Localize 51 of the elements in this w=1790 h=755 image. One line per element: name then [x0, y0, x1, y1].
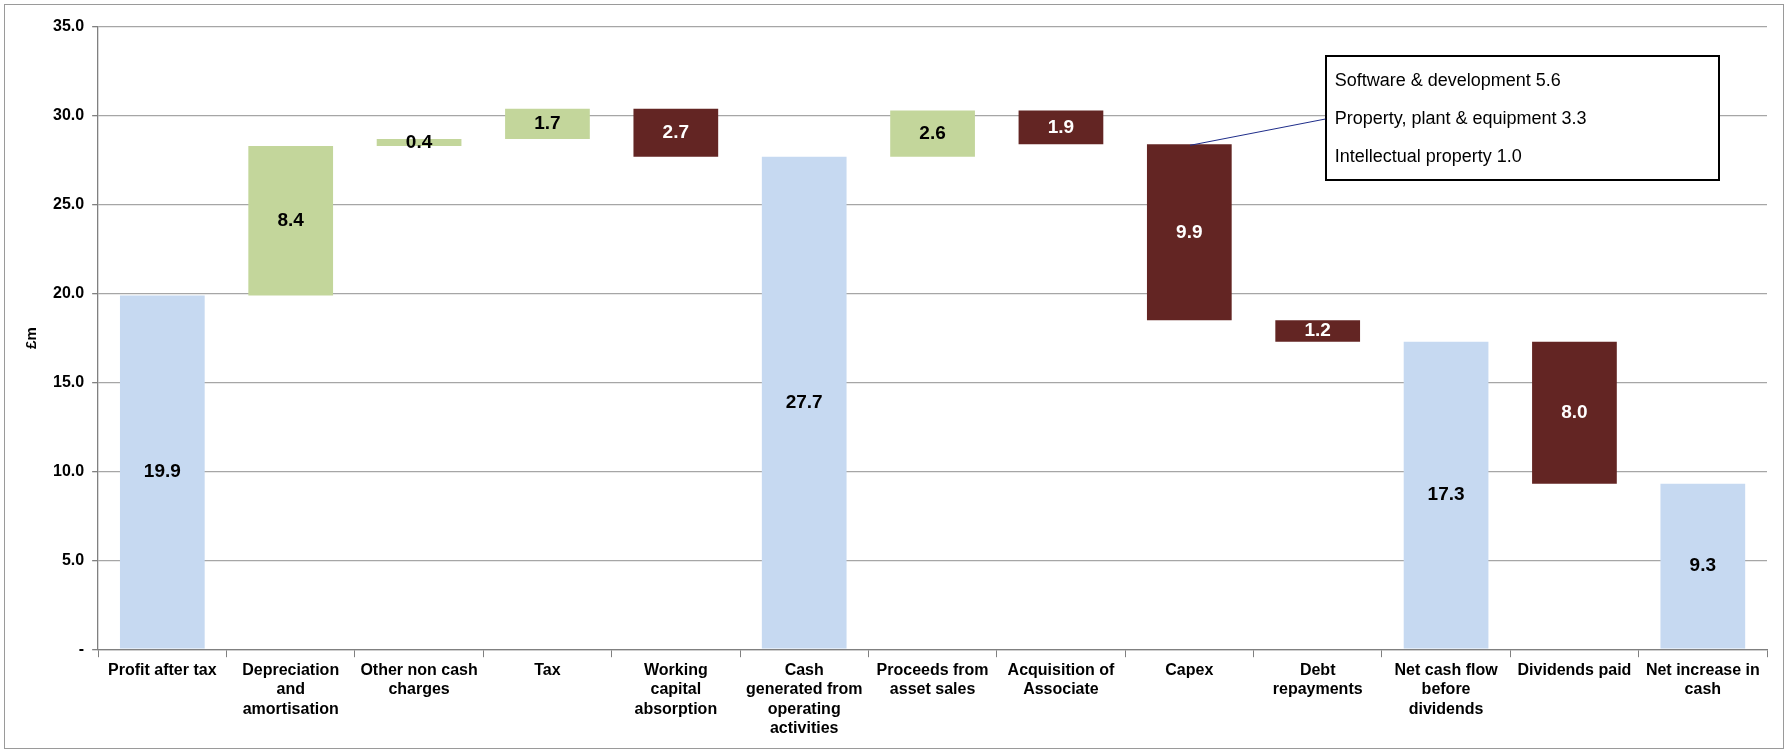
y-tick-label: 10.0	[53, 461, 85, 479]
y-tick-label: 5.0	[61, 550, 85, 568]
x-tick-label: Other non cash charges	[360, 661, 478, 698]
bar	[1660, 483, 1746, 649]
data-label: 27.7	[785, 390, 823, 412]
callout-box: Software & development 5.6 Property, plant & equipment 3.3 Intellectual property 1.0	[1324, 55, 1720, 181]
data-label: 9.9	[1176, 220, 1203, 242]
y-tick-label: 20.0	[53, 284, 85, 302]
x-tick-label: Acquisition of Associate	[1007, 661, 1115, 698]
data-label: 2.6	[919, 121, 946, 143]
data-label: 0.4	[405, 130, 433, 152]
x-tick-label: Tax	[534, 661, 561, 679]
data-label: 19.9	[143, 460, 181, 482]
bar	[633, 108, 719, 157]
annotation: Property, plant & equipment 3.3	[1334, 107, 1588, 130]
x-tick-label: Depreciation and amortisation	[242, 661, 340, 717]
bar	[119, 295, 205, 649]
y-tick-label: 25.0	[53, 195, 85, 213]
x-tick-label: Debt repayments	[1272, 661, 1363, 698]
y-tick-label: 30.0	[53, 106, 85, 124]
data-label: 1.2	[1304, 319, 1331, 341]
x-tick-label: Cash generated from operating activities	[745, 661, 863, 736]
x-tick-label: Working capital absorption	[634, 661, 718, 717]
bar	[248, 146, 334, 296]
bar	[890, 110, 975, 157]
bar	[1018, 110, 1104, 145]
bar	[761, 156, 847, 649]
data-label: 8.4	[277, 209, 305, 231]
annotation: Intellectual property 1.0	[1334, 145, 1523, 168]
x-tick-label: Dividends paid	[1517, 661, 1632, 679]
data-label: 9.3	[1689, 554, 1717, 576]
data-label: 1.9	[1047, 115, 1075, 137]
x-tick-label: Net increase in cash	[1645, 661, 1760, 698]
bar	[1403, 341, 1489, 649]
data-label: 17.3	[1427, 483, 1465, 505]
data-label: 1.7	[534, 112, 561, 134]
bar	[1275, 320, 1361, 342]
y-axis-title: £m	[22, 327, 40, 349]
x-tick-label: Profit after tax	[108, 661, 217, 679]
bar	[1146, 144, 1232, 321]
annotation: Software & development 5.6	[1334, 69, 1562, 92]
y-tick-label: -	[78, 639, 85, 657]
x-tick-label: Proceeds from asset sales	[876, 661, 989, 698]
bar	[505, 108, 590, 139]
x-tick-label: Capex	[1165, 661, 1214, 679]
data-label: 8.0	[1561, 401, 1588, 422]
y-tick-label: 15.0	[53, 372, 85, 390]
x-tick-label: Net cash flow before dividends	[1394, 661, 1499, 717]
data-label: 2.7	[662, 121, 690, 143]
bar	[1532, 341, 1617, 484]
y-tick-label: 35.0	[53, 17, 85, 35]
